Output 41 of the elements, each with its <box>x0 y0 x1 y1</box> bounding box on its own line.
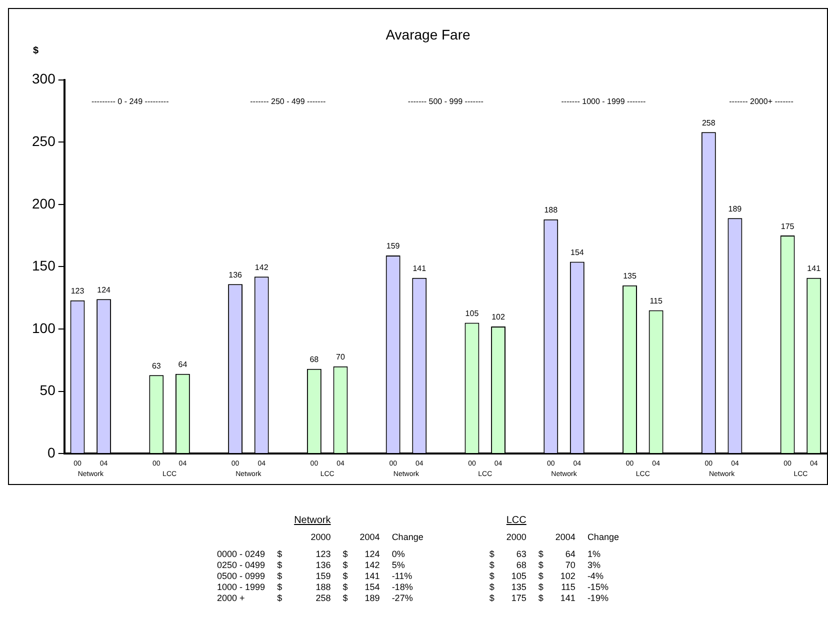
annotation: ------- 2000+ ------- <box>729 97 794 106</box>
y-tick-label: 200 <box>32 195 56 212</box>
y-axis-title: $ <box>33 46 39 57</box>
data-label: 68 <box>310 355 320 364</box>
text: 0000 - 0249 $ 123 $ 124 0% $ 63 $ 64 1% <box>217 548 600 558</box>
annotation: ------- 250 - 499 ------- <box>250 97 326 106</box>
y-tick-label: 50 <box>40 382 56 398</box>
data-label: 154 <box>570 248 584 257</box>
text: 2000 + $ 258 $ 189 -27% $ 175 $ 141 -19% <box>217 592 608 602</box>
data-label: 135 <box>623 272 637 281</box>
text: 0250 - 0499 $ 136 $ 142 5% $ 68 $ 70 3% <box>217 560 600 570</box>
annotation: ------- 500 - 999 ------- <box>408 97 484 106</box>
data-label: 188 <box>544 206 558 215</box>
text: 0500 - 0999 $ 159 $ 141 -11% $ 105 $ 102 -4% <box>217 570 604 580</box>
annotation: --------- 0 - 249 --------- <box>91 97 170 106</box>
annotation: ------- 1000 - 1999 ------- <box>561 97 646 106</box>
data-label: 123 <box>70 286 85 296</box>
y-tick-label: 150 <box>32 258 56 274</box>
data-label: 136 <box>228 270 243 280</box>
data-label: 63 <box>152 361 162 370</box>
data-label: 124 <box>97 285 112 294</box>
data-label: 141 <box>807 264 822 274</box>
data-label: 70 <box>336 352 346 362</box>
y-tick-label: 0 <box>48 444 56 460</box>
data-label: 105 <box>465 308 480 318</box>
data-label: 64 <box>178 360 188 370</box>
text: 1000 - 1999 $ 188 $ 154 -18% $ 135 $ 115 -15% <box>217 582 608 592</box>
data-label: 159 <box>386 242 400 251</box>
data-label: 189 <box>728 204 742 214</box>
data-label: 102 <box>492 312 506 322</box>
text: Network LCC <box>294 515 526 526</box>
y-tick-label: 250 <box>32 132 56 149</box>
data-label: 115 <box>650 296 663 306</box>
y-tick-label: 300 <box>32 70 56 87</box>
y-tick-label: 100 <box>32 320 56 336</box>
data-label: 175 <box>780 222 795 231</box>
data-label: 258 <box>702 118 716 128</box>
data-label: 142 <box>254 262 269 272</box>
data-label: 141 <box>412 264 427 274</box>
text: 2000 2004 Change 2000 2004 Change <box>310 532 619 542</box>
chart-title: Avarage Fare <box>386 26 470 42</box>
